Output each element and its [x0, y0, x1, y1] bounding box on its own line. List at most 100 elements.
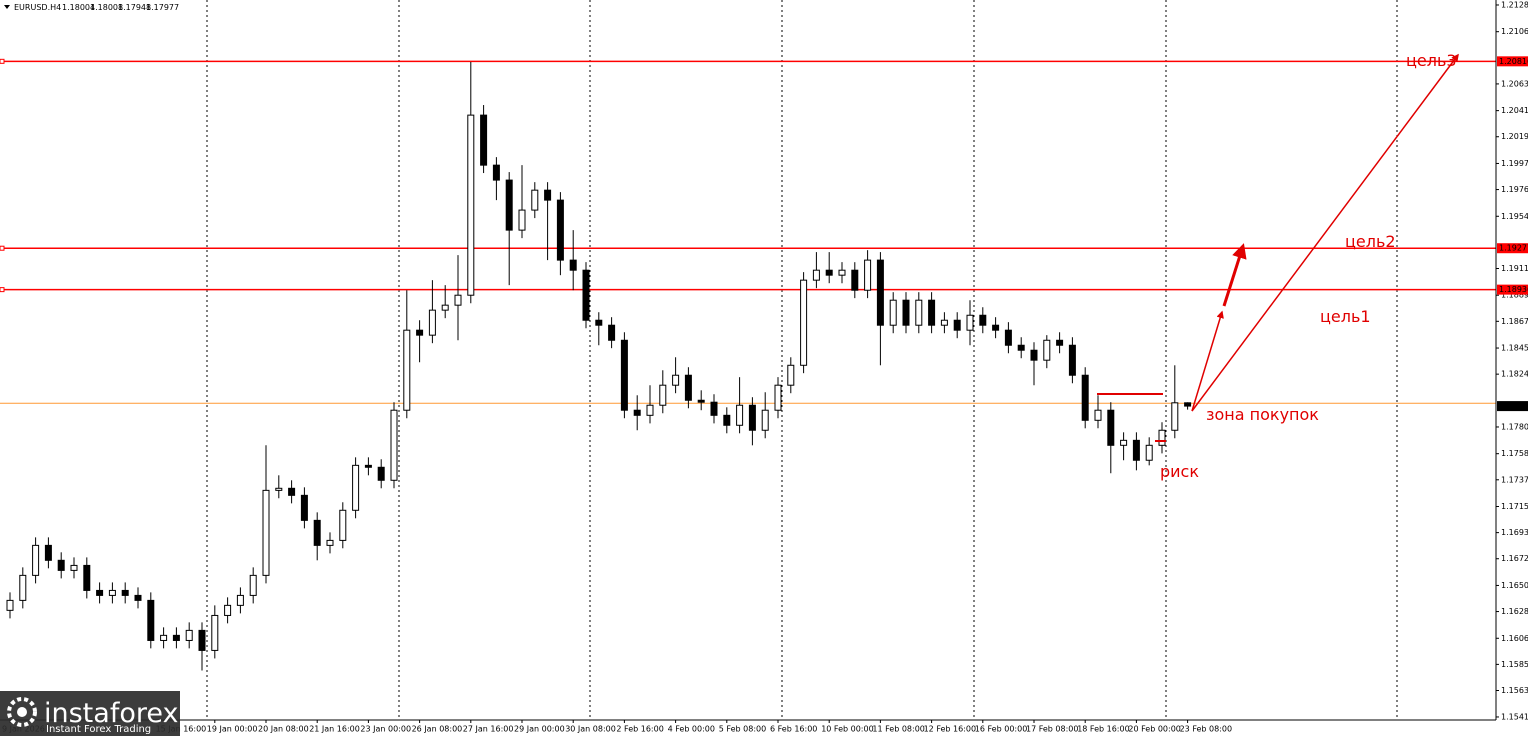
x-tick-label: 20 Feb 00:00: [1128, 725, 1180, 734]
candle-body: [633, 409, 641, 416]
candle-body: [582, 269, 590, 321]
candle-body: [697, 399, 705, 403]
candle-body: [390, 409, 398, 481]
x-tick-label: 23 Feb 08:00: [1180, 725, 1232, 734]
candle-body: [736, 404, 744, 426]
candle-body: [505, 179, 513, 231]
annotation: цель3: [1406, 51, 1457, 70]
candle-body: [864, 259, 872, 291]
candle-body: [1056, 339, 1064, 346]
candle-body: [1158, 429, 1166, 446]
candle-body: [6, 599, 14, 611]
candle-body: [915, 299, 923, 326]
y-tick-label: 1.18455: [1501, 344, 1528, 353]
candle-body: [838, 269, 846, 276]
y-tick-label: 1.15850: [1501, 660, 1528, 669]
x-tick-label: 11 Feb 08:00: [872, 725, 924, 734]
y-tick-label: 1.15635: [1501, 686, 1528, 695]
candle-body: [224, 604, 232, 616]
levels: [0, 58, 1496, 404]
y-tick-label: 1.17370: [1501, 475, 1528, 484]
logo: instaforex Instant Forex Trading: [0, 691, 180, 736]
candle-body: [608, 324, 616, 341]
ohlc-high: 1.18008: [90, 3, 123, 12]
candle-body: [70, 564, 78, 571]
drawings: [1097, 53, 1459, 442]
x-tick-label: 26 Jan 08:00: [412, 725, 463, 734]
ohlc-low: 1.17948: [118, 3, 151, 12]
candle-body: [480, 114, 488, 166]
x-tick-label: 6 Feb 16:00: [770, 725, 817, 734]
x-tick-label: 21 Jan 16:00: [309, 725, 360, 734]
candle-body: [569, 259, 577, 271]
x-tick-label: 2 Feb 16:00: [616, 725, 663, 734]
candle-body: [966, 314, 974, 331]
x-tick-label: 17 Feb 08:00: [1026, 725, 1078, 734]
candle-body: [198, 629, 206, 651]
candle-body: [211, 614, 219, 651]
logo-box: [0, 691, 180, 736]
candle-body: [32, 544, 40, 576]
candle-body: [352, 464, 360, 511]
candle-body: [1094, 409, 1102, 421]
logo-tagline: Instant Forex Trading: [46, 724, 151, 735]
candle-body: [185, 629, 193, 641]
candle-body: [595, 319, 603, 326]
level-handle: [0, 287, 5, 293]
ohlc-close: 1.17977: [146, 3, 179, 12]
header: EURUSD.H4 1.18004 1.18008 1.17948 1.1797…: [4, 3, 179, 12]
y-tick-label: 1.17585: [1501, 449, 1528, 458]
y-tick-label: 1.19110: [1501, 264, 1528, 273]
candle-body: [313, 519, 321, 546]
y-tick-label: 1.18240: [1501, 370, 1528, 379]
candle-body: [1017, 344, 1025, 351]
candle-body: [1107, 409, 1115, 446]
y-tick-label: 1.19540: [1501, 212, 1528, 221]
annotation: риск: [1160, 462, 1199, 481]
candle-body: [172, 634, 180, 641]
candle-body: [992, 324, 1000, 331]
candles: [6, 62, 1192, 671]
symbol: EURUSD.H4: [14, 3, 61, 12]
candle-body: [812, 269, 820, 281]
x-tick-label: 15 Jan 16:00: [156, 725, 207, 734]
candle-body: [275, 487, 283, 491]
y-tick-label: 1.19975: [1501, 159, 1528, 168]
candle-body: [57, 559, 65, 571]
x-tick-label: 27 Jan 16:00: [463, 725, 514, 734]
candle-body: [1068, 344, 1076, 376]
candle-body: [531, 189, 539, 211]
arrow: [1191, 53, 1459, 412]
candle-body: [108, 589, 116, 596]
candle-body: [620, 339, 628, 411]
candle-body: [326, 539, 334, 546]
candle-body: [1043, 339, 1051, 361]
level-label: 1.19277: [1499, 244, 1528, 253]
candle-body: [684, 374, 692, 401]
level-label: 1.20816: [1499, 57, 1528, 66]
x-tick-label: 5 Feb 08:00: [719, 725, 766, 734]
candle-body: [979, 314, 987, 326]
y-tick-label: 1.20630: [1501, 79, 1528, 88]
annotations: цель3 цель2 цель1 зона покупок риск: [1160, 51, 1457, 481]
y-tick-label: 1.19760: [1501, 185, 1528, 194]
candle-body: [1132, 439, 1140, 461]
y-tick-label: 1.16720: [1501, 554, 1528, 563]
candle-body: [364, 464, 372, 468]
candle-body: [454, 294, 462, 306]
candle-body: [825, 269, 833, 276]
annotation: цель1: [1320, 307, 1371, 326]
level-handle: [0, 58, 5, 64]
candle-body: [416, 329, 424, 336]
y-tick-label: 1.16500: [1501, 581, 1528, 590]
candle-body: [1030, 349, 1038, 361]
candle-body: [1120, 439, 1128, 446]
y-tick-label: 1.21060: [1501, 27, 1528, 36]
logo-mark: [17, 707, 27, 717]
candle-body: [761, 409, 769, 431]
candle-body: [672, 374, 680, 386]
candle-body: [1171, 402, 1179, 431]
x-tick-label: 16 Feb 00:00: [975, 725, 1027, 734]
candle-body: [774, 384, 782, 411]
